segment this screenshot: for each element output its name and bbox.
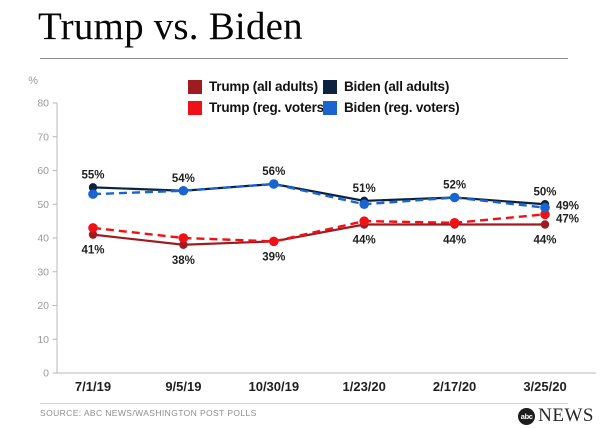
point-label: 52% [443, 180, 466, 192]
y-tick-label: 10 [37, 334, 49, 346]
data-point-biden-reg-voters [449, 192, 460, 203]
point-label: 49% [556, 201, 579, 213]
biden-all-adults-swatch-icon [323, 79, 337, 94]
legend-label: Biden (all adults) [344, 79, 450, 94]
data-point-biden-reg-voters [269, 179, 279, 189]
legend-item-biden-all-adults: Biden (all adults) [323, 79, 459, 94]
abc-news-logo: abc NEWS [518, 405, 594, 427]
data-point-trump-reg-voters [269, 236, 279, 247]
point-label: 55% [81, 169, 104, 181]
point-label: 47% [556, 213, 579, 225]
point-label: 44% [443, 235, 466, 247]
point-label: 56% [262, 166, 285, 178]
series-line-trump-reg-voters [92, 213, 546, 243]
x-tick-label: 10/30/19 [248, 379, 299, 394]
data-point-trump-reg-voters [540, 209, 550, 220]
page-title: Trump vs. Biden [38, 5, 303, 48]
legend-item-biden-reg-voters: Biden (reg. voters) [323, 100, 460, 115]
y-tick-label: 70 [37, 131, 49, 143]
data-point-trump-reg-voters [449, 218, 460, 228]
abc-news-wordmark: NEWS [538, 405, 594, 426]
legend-label: Trump (all adults) [209, 79, 318, 94]
x-tick-label: 9/5/19 [165, 379, 201, 394]
point-label: 44% [353, 235, 376, 247]
y-tick-label: 40 [37, 233, 49, 245]
legend-item-trump-all-adults: Trump (all adults) [188, 79, 323, 94]
data-point-trump-all-adults [179, 240, 188, 249]
abc-circle-icon: abc [518, 407, 536, 425]
data-point-biden-reg-voters [359, 199, 370, 210]
y-tick-label: 80 [37, 98, 49, 110]
point-label: 54% [172, 173, 195, 185]
data-point-biden-reg-voters [88, 189, 98, 199]
data-point-trump-all-adults [540, 220, 550, 229]
data-point-trump-reg-voters [88, 223, 98, 233]
data-point-trump-reg-voters [178, 233, 189, 243]
chart-legend: Trump (all adults) Biden (all adults) Tr… [188, 79, 460, 115]
data-point-trump-reg-voters [359, 216, 370, 226]
y-tick-label: 50 [37, 199, 49, 211]
y-tick-label: 30 [37, 266, 49, 278]
data-point-biden-reg-voters [540, 202, 550, 213]
legend-label: Trump (reg. voters) [209, 100, 329, 115]
data-point-biden-all-adults [88, 183, 98, 192]
data-point-biden-reg-voters [178, 185, 189, 196]
x-tick-label: 2/17/20 [433, 379, 476, 394]
legend-label: Biden (reg. voters) [344, 100, 460, 115]
y-axis-unit-label: % [28, 75, 38, 87]
data-point-trump-all-adults [88, 230, 98, 239]
title-divider [40, 58, 568, 59]
x-tick-label: 7/1/19 [75, 379, 111, 394]
point-label: 51% [353, 183, 376, 195]
trump-all-adults-swatch-icon [188, 79, 202, 94]
axes [56, 103, 596, 374]
series-line-trump-all-adults [92, 223, 545, 246]
y-tick-label: 20 [37, 300, 49, 312]
x-tick-label: 1/23/20 [343, 379, 386, 394]
y-tick-label: 0 [43, 368, 49, 380]
point-label: 39% [262, 251, 285, 263]
footer-divider [40, 403, 568, 404]
source-text: SOURCE: ABC NEWS/WASHINGTON POST POLLS [40, 408, 257, 418]
legend-item-trump-reg-voters: Trump (reg. voters) [188, 100, 328, 115]
point-label: 44% [533, 235, 556, 247]
x-tick-label: 3/25/20 [523, 379, 566, 394]
point-label: 41% [81, 245, 104, 257]
point-label: 38% [172, 255, 195, 267]
trump-reg-voters-swatch-icon [188, 100, 202, 115]
y-tick-label: 60 [37, 165, 49, 177]
series-line-biden-reg-voters [92, 182, 546, 209]
point-label: 50% [533, 186, 556, 198]
biden-reg-voters-swatch-icon [323, 100, 337, 115]
